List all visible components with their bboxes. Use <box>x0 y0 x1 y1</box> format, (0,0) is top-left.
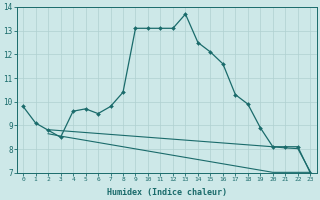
X-axis label: Humidex (Indice chaleur): Humidex (Indice chaleur) <box>107 188 227 197</box>
